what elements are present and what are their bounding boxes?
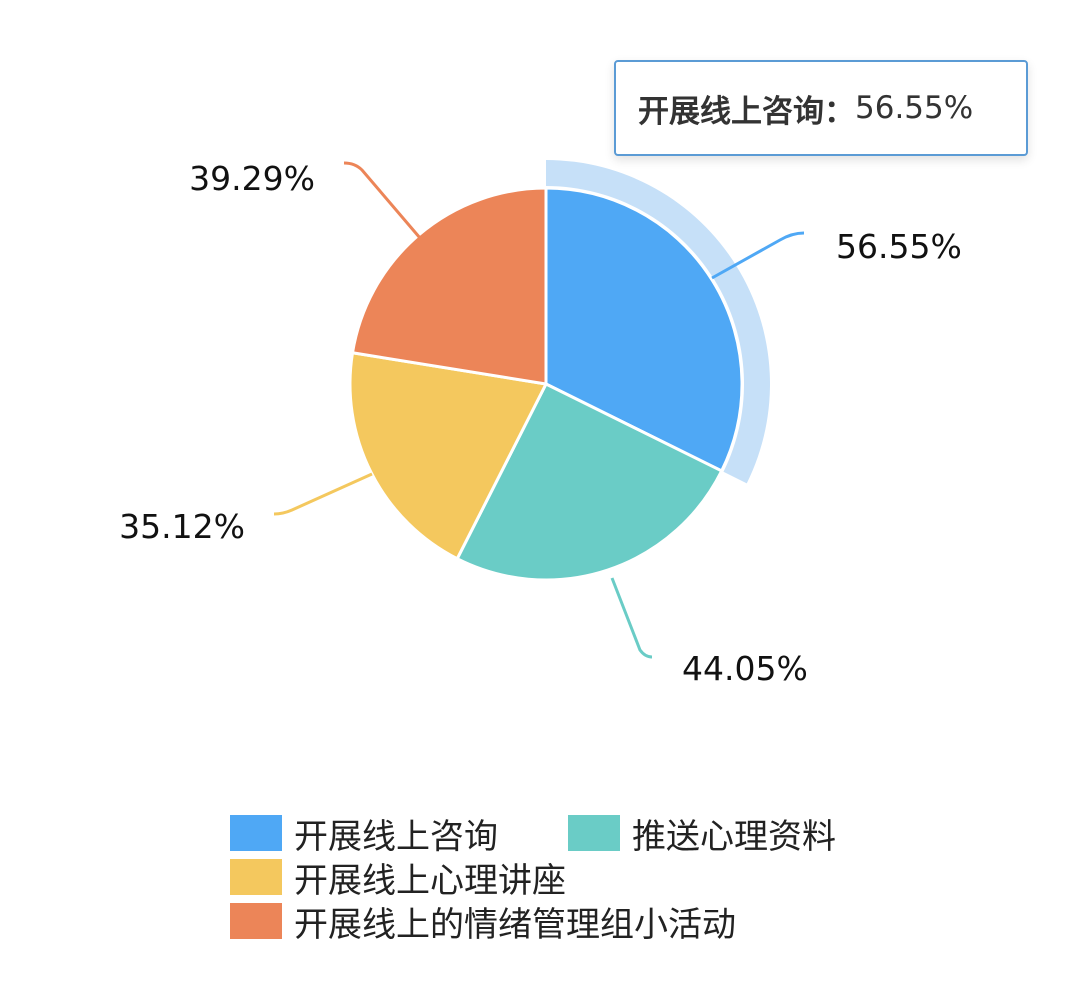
slice-data-label-1: 44.05%	[682, 649, 808, 688]
legend-swatch	[230, 903, 282, 939]
leaders-layer	[273, 161, 805, 659]
pie-slice-3[interactable]	[351, 186, 548, 386]
chart-tooltip: 开展线上咨询： 56.55%	[614, 60, 1028, 156]
slices-layer	[348, 186, 744, 582]
legend-swatch	[568, 815, 620, 851]
leader-line-3	[343, 161, 422, 239]
leader-line-1	[610, 577, 653, 659]
slice-data-label-0: 56.55%	[836, 227, 962, 266]
pie-slice-0[interactable]	[544, 186, 744, 473]
slice-data-label-2: 35.12%	[119, 507, 245, 546]
chart-legend: 开展线上咨询 推送心理资料 开展线上心理讲座 开展线上的情绪管理组小活动	[230, 812, 930, 945]
legend-item-online-consultation[interactable]: 开展线上咨询	[230, 812, 498, 857]
legend-item-push-materials[interactable]: 推送心理资料	[568, 812, 836, 857]
tooltip-series-name: 开展线上咨询	[638, 93, 824, 130]
leader-line-0	[711, 231, 805, 280]
highlight-layer	[546, 160, 770, 484]
legend-label: 开展线上咨询	[294, 816, 498, 857]
legend-label: 推送心理资料	[632, 816, 836, 857]
pie-slice-1[interactable]	[455, 382, 724, 582]
slice-data-label-3: 39.29%	[189, 159, 315, 198]
pie-slice-highlight-ring	[546, 160, 770, 484]
legend-swatch	[230, 815, 282, 851]
labels-layer: 56.55% 44.05% 35.12% 39.29%	[119, 159, 962, 688]
tooltip-separator: ：	[824, 93, 855, 130]
legend-label: 开展线上的情绪管理组小活动	[294, 904, 736, 945]
legend-item-online-lecture[interactable]: 开展线上心理讲座	[230, 856, 566, 901]
tooltip-value: 56.55%	[855, 90, 974, 126]
legend-swatch	[230, 859, 282, 895]
legend-item-emotion-group-activity[interactable]: 开展线上的情绪管理组小活动	[230, 900, 736, 945]
leader-line-2	[273, 472, 373, 516]
legend-label: 开展线上心理讲座	[294, 860, 566, 901]
